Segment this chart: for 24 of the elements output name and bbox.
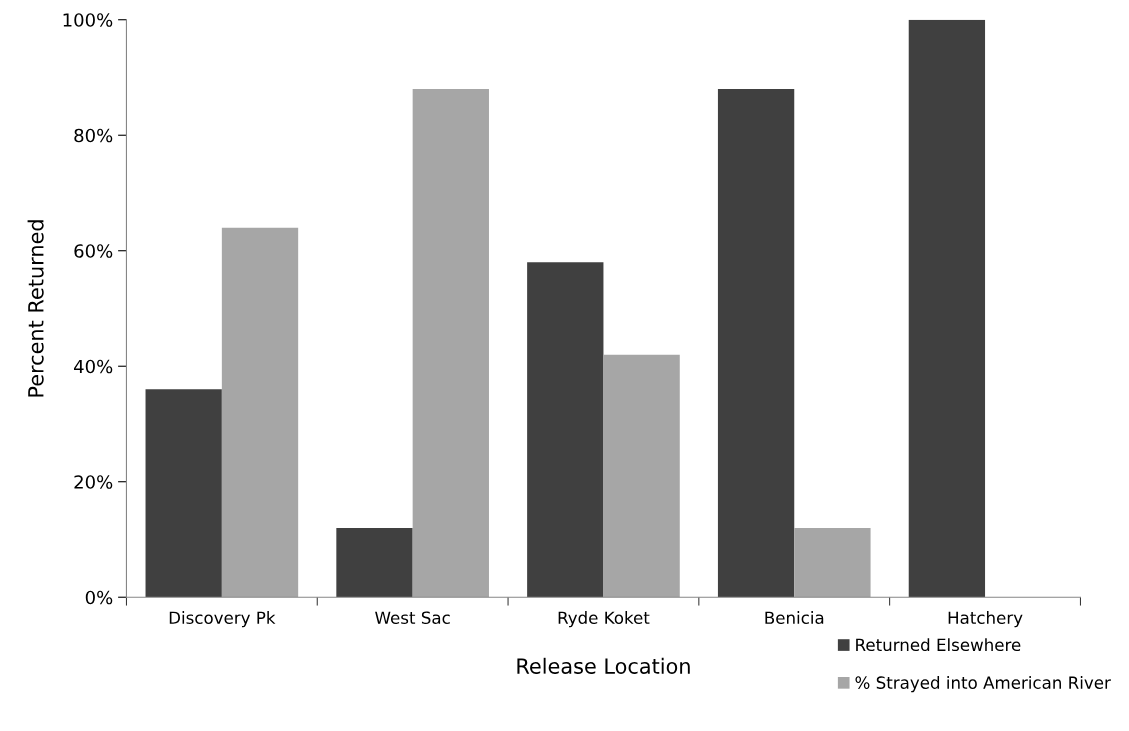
bar xyxy=(221,227,299,598)
bar xyxy=(336,527,413,598)
bar xyxy=(717,89,795,598)
legend-label: % Strayed into American River xyxy=(855,676,1111,693)
x-tick-label: Ryde Koket xyxy=(558,611,650,628)
x-tick-label: Hatchery xyxy=(948,611,1023,628)
x-axis-title: Release Location xyxy=(517,657,690,674)
bar xyxy=(145,389,222,598)
x-tick-label: Discovery Pk xyxy=(169,611,276,628)
y-tick-label: 20% xyxy=(74,475,113,489)
y-axis-title: Percent Returned xyxy=(27,220,44,397)
y-tick-label: 40% xyxy=(74,359,113,374)
bar xyxy=(908,19,986,598)
y-tick-label: 0% xyxy=(85,590,113,605)
bar xyxy=(603,354,680,598)
y-tick-label: 80% xyxy=(74,128,113,143)
x-tick-label: West Sac xyxy=(375,611,450,625)
legend-label: Returned Elsewhere xyxy=(856,638,1021,652)
x-tick-label: Benicia xyxy=(765,611,824,625)
y-tick-label: 60% xyxy=(74,244,113,258)
bar xyxy=(794,527,871,598)
bar xyxy=(527,262,604,598)
y-tick-label: 100% xyxy=(63,13,113,27)
bar xyxy=(412,89,489,598)
